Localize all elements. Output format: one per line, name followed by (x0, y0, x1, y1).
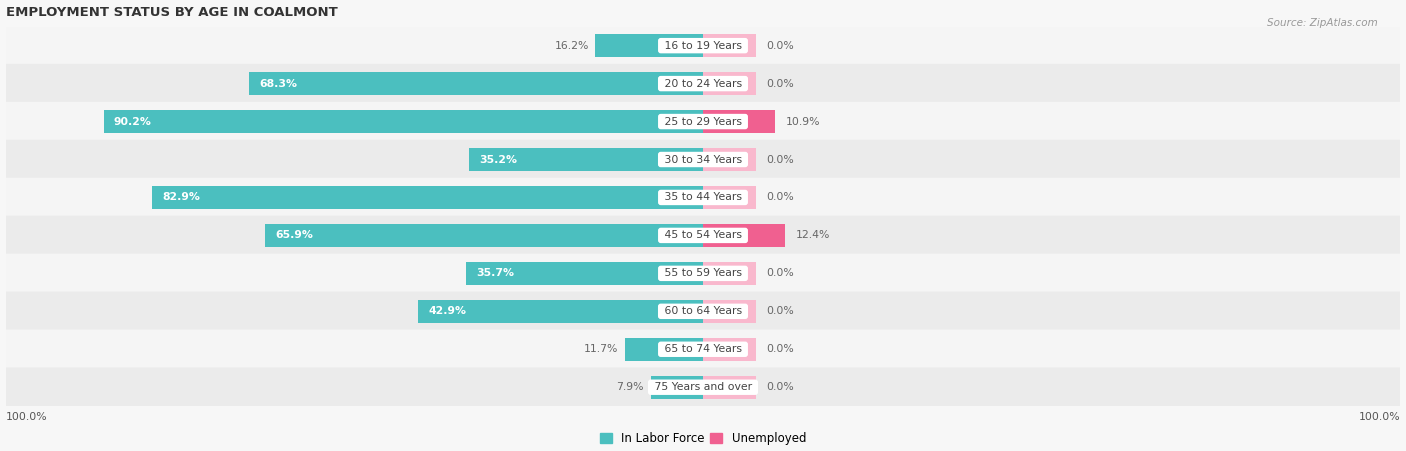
Bar (703, 300, 756, 323)
Text: 0.0%: 0.0% (766, 155, 794, 165)
FancyBboxPatch shape (6, 253, 1400, 293)
Bar (465, 262, 703, 285)
Bar (703, 262, 756, 285)
Text: 45 to 54 Years: 45 to 54 Years (661, 230, 745, 240)
Bar (470, 148, 703, 171)
Bar (703, 72, 756, 95)
Text: 42.9%: 42.9% (427, 306, 465, 316)
Bar (703, 186, 756, 209)
Text: 16.2%: 16.2% (554, 41, 589, 51)
FancyBboxPatch shape (6, 26, 1400, 65)
FancyBboxPatch shape (6, 64, 1400, 103)
Text: 100.0%: 100.0% (1358, 412, 1400, 422)
FancyBboxPatch shape (6, 216, 1400, 255)
Bar (703, 34, 756, 57)
Text: 12.4%: 12.4% (796, 230, 830, 240)
Text: EMPLOYMENT STATUS BY AGE IN COALMONT: EMPLOYMENT STATUS BY AGE IN COALMONT (6, 5, 337, 18)
Text: 90.2%: 90.2% (114, 116, 152, 127)
Legend: In Labor Force, Unemployed: In Labor Force, Unemployed (595, 427, 811, 450)
Text: 0.0%: 0.0% (766, 382, 794, 392)
Bar (703, 376, 756, 399)
Bar (703, 224, 786, 247)
Text: 0.0%: 0.0% (766, 344, 794, 354)
Text: 0.0%: 0.0% (766, 268, 794, 278)
Bar (595, 34, 703, 57)
Bar (703, 148, 756, 171)
Text: 100.0%: 100.0% (6, 412, 48, 422)
Bar (249, 72, 703, 95)
Text: 68.3%: 68.3% (259, 78, 297, 88)
FancyBboxPatch shape (6, 330, 1400, 369)
Text: 16 to 19 Years: 16 to 19 Years (661, 41, 745, 51)
Text: 0.0%: 0.0% (766, 41, 794, 51)
Text: Source: ZipAtlas.com: Source: ZipAtlas.com (1267, 18, 1378, 28)
FancyBboxPatch shape (6, 102, 1400, 141)
Text: 82.9%: 82.9% (162, 193, 200, 202)
FancyBboxPatch shape (6, 140, 1400, 179)
FancyBboxPatch shape (6, 292, 1400, 331)
Text: 20 to 24 Years: 20 to 24 Years (661, 78, 745, 88)
Text: 7.9%: 7.9% (616, 382, 644, 392)
Bar (626, 338, 703, 361)
Text: 30 to 34 Years: 30 to 34 Years (661, 155, 745, 165)
Text: 65.9%: 65.9% (276, 230, 314, 240)
Bar (703, 110, 775, 133)
Text: 11.7%: 11.7% (585, 344, 619, 354)
FancyBboxPatch shape (6, 368, 1400, 407)
Text: 60 to 64 Years: 60 to 64 Years (661, 306, 745, 316)
Text: 75 Years and over: 75 Years and over (651, 382, 755, 392)
Text: 55 to 59 Years: 55 to 59 Years (661, 268, 745, 278)
Text: 35.2%: 35.2% (479, 155, 517, 165)
Bar (651, 376, 703, 399)
Text: 0.0%: 0.0% (766, 306, 794, 316)
Bar (104, 110, 703, 133)
Text: 10.9%: 10.9% (786, 116, 820, 127)
Text: 0.0%: 0.0% (766, 193, 794, 202)
Bar (152, 186, 703, 209)
Text: 25 to 29 Years: 25 to 29 Years (661, 116, 745, 127)
Text: 65 to 74 Years: 65 to 74 Years (661, 344, 745, 354)
Bar (266, 224, 703, 247)
Text: 0.0%: 0.0% (766, 78, 794, 88)
FancyBboxPatch shape (6, 178, 1400, 217)
Bar (418, 300, 703, 323)
Bar (703, 338, 756, 361)
Text: 35 to 44 Years: 35 to 44 Years (661, 193, 745, 202)
Text: 35.7%: 35.7% (475, 268, 513, 278)
